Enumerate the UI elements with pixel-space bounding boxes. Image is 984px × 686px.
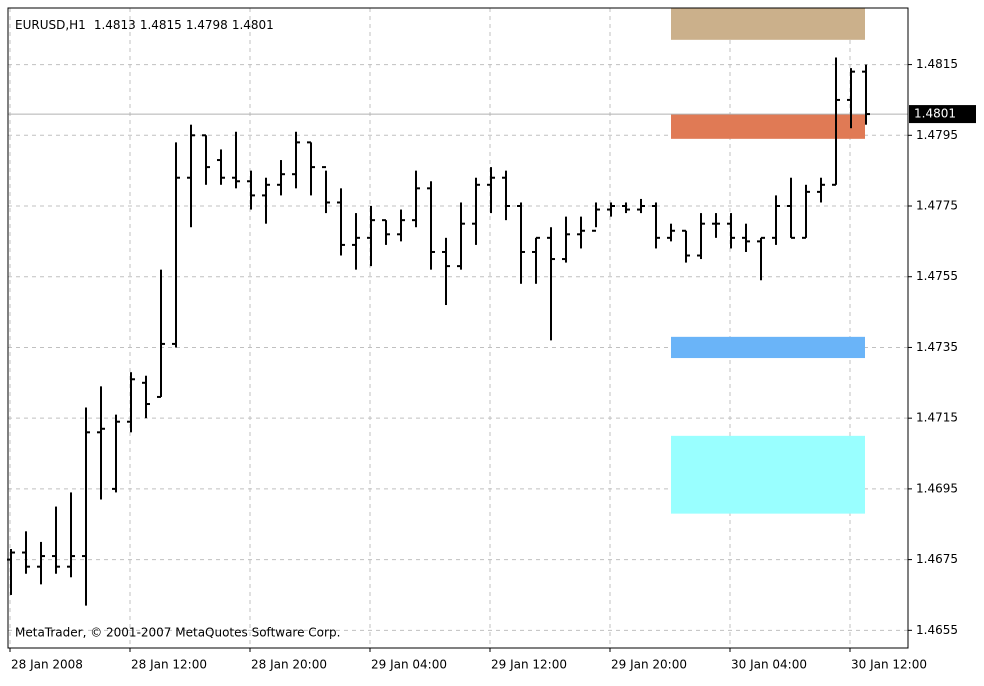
x-tick-label: 29 Jan 12:00	[491, 658, 567, 672]
chart-title: EURUSD,H1 1.4813 1.4815 1.4798 1.4801	[15, 18, 274, 32]
price-zone	[671, 114, 865, 139]
x-tick-label: 30 Jan 12:00	[851, 658, 927, 672]
header-high: 1.4815	[140, 18, 182, 32]
y-tick-label: 1.4795	[916, 128, 958, 142]
watermark: MetaTrader, © 2001-2007 MetaQuotes Softw…	[15, 626, 340, 640]
x-tick-label: 29 Jan 20:00	[611, 658, 687, 672]
y-tick-label: 1.4735	[916, 340, 958, 354]
y-tick-label: 1.4715	[916, 411, 958, 425]
price-zone	[671, 336, 865, 359]
y-tick-label: 1.4675	[916, 552, 958, 566]
x-tick-label: 28 Jan 20:00	[251, 658, 327, 672]
y-tick-label: 1.4695	[916, 481, 958, 495]
plot-frame	[7, 7, 909, 649]
plot-layer	[7, 8, 908, 648]
price-zone	[671, 8, 865, 40]
x-tick-label: 28 Jan 2008	[11, 658, 83, 672]
x-tick-label: 29 Jan 04:00	[371, 658, 447, 672]
price-zone	[671, 435, 865, 514]
y-tick-label: 1.4755	[916, 269, 958, 283]
y-tick-label: 1.4775	[916, 199, 958, 213]
x-tick-label: 30 Jan 04:00	[731, 658, 807, 672]
header-open: 1.4813	[94, 18, 136, 32]
current-price-box	[909, 105, 976, 124]
current-price-label: 1.4801	[914, 107, 956, 121]
x-tick-label: 28 Jan 12:00	[131, 658, 207, 672]
header-low: 1.4798	[186, 18, 228, 32]
header-close: 1.4801	[232, 18, 274, 32]
y-tick-label: 1.4655	[916, 623, 958, 637]
y-tick-label: 1.4815	[916, 57, 958, 71]
symbol: EURUSD,H1	[15, 18, 86, 32]
